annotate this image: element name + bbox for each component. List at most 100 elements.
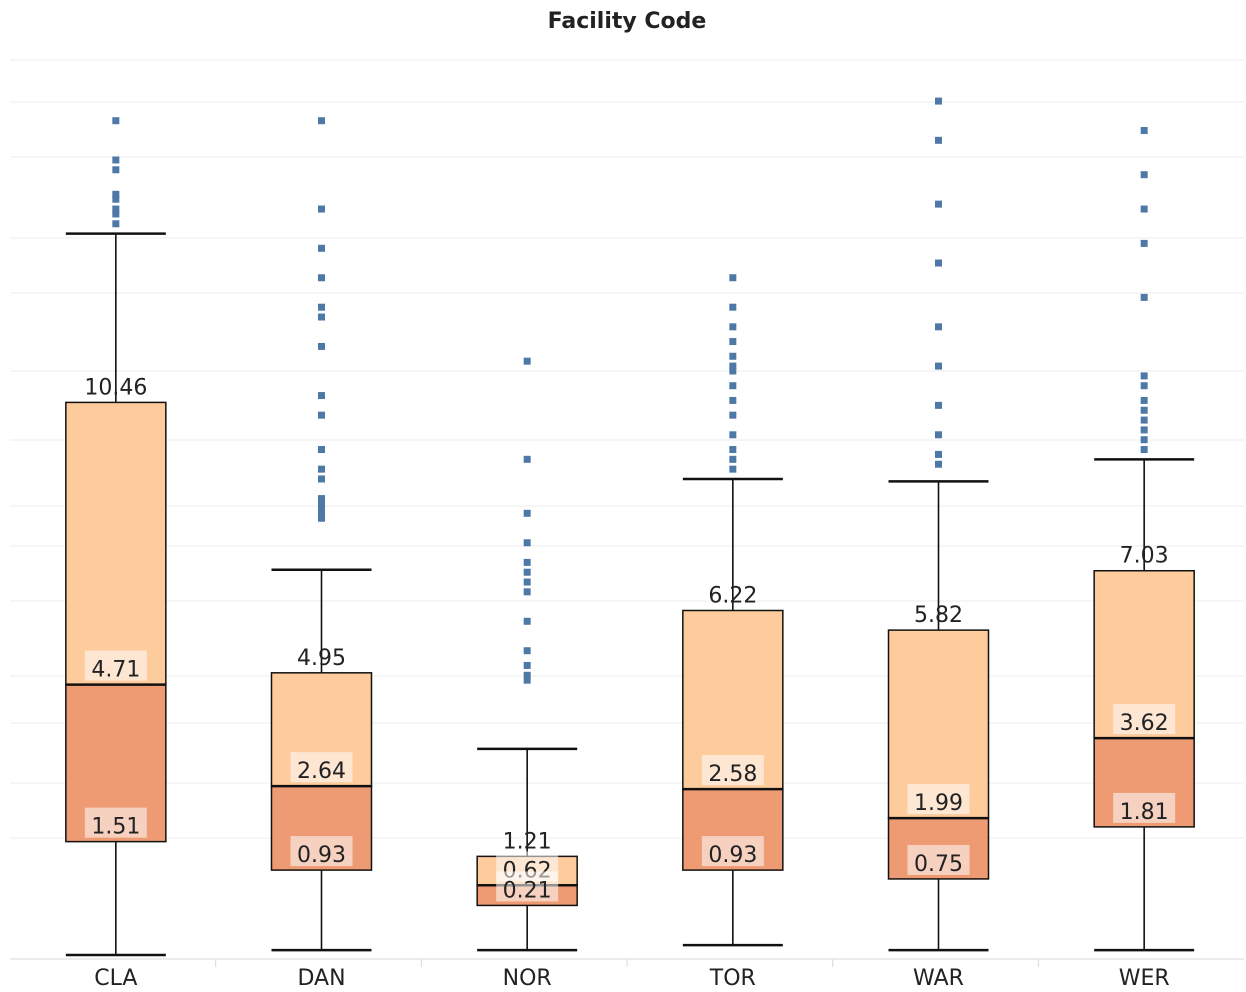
outlier-point (112, 166, 119, 173)
x-tick-label: WER (1119, 966, 1170, 991)
value-label: 5.82 (914, 603, 963, 628)
box-layer (66, 98, 1194, 955)
outlier-point (318, 466, 325, 473)
outlier-point (524, 579, 531, 586)
outlier-point (318, 392, 325, 399)
value-label-text: 5.82 (914, 603, 963, 628)
value-label-layer: 10.464.711.514.952.640.931.210.620.216.2… (84, 375, 1175, 903)
chart-title: Facility Code (548, 9, 707, 34)
outlier-point (1141, 446, 1148, 453)
box-wer (1094, 127, 1194, 950)
outlier-point (935, 461, 942, 468)
outlier-point (1141, 206, 1148, 213)
value-label-text: 0.93 (297, 843, 346, 868)
x-tick-label: WAR (913, 966, 964, 991)
outlier-point (729, 338, 736, 345)
value-label: 4.95 (297, 646, 346, 671)
value-label: 1.81 (1113, 793, 1175, 825)
outlier-point (1141, 397, 1148, 404)
outlier-point (729, 466, 736, 473)
outlier-point (935, 260, 942, 267)
outlier-point (1141, 127, 1148, 134)
outlier-point (1141, 171, 1148, 178)
value-label: 0.21 (496, 871, 558, 903)
box-war (889, 98, 989, 951)
outlier-point (729, 397, 736, 404)
value-label: 2.58 (702, 755, 764, 787)
x-tick-label: DAN (297, 966, 345, 991)
outlier-point (112, 220, 119, 227)
outlier-point (729, 363, 736, 370)
outlier-point (318, 343, 325, 350)
outlier-point (318, 274, 325, 281)
outlier-point (112, 156, 119, 163)
x-tick-label: TOR (709, 966, 756, 991)
value-label-text: 10.46 (84, 375, 147, 400)
outlier-point (729, 446, 736, 453)
box-upper (66, 402, 166, 684)
outlier-point (524, 618, 531, 625)
grid-lines (10, 60, 1244, 967)
value-label: 3.62 (1113, 704, 1175, 736)
outlier-point (318, 206, 325, 213)
value-label-text: 0.21 (503, 878, 552, 903)
value-label: 4.71 (85, 651, 147, 683)
outlier-point (729, 274, 736, 281)
value-label-text: 1.21 (503, 829, 552, 854)
outlier-point (729, 431, 736, 438)
value-label: 1.99 (908, 784, 970, 816)
outlier-point (524, 510, 531, 517)
outlier-point (1141, 417, 1148, 424)
value-label-text: 0.75 (914, 852, 963, 877)
x-tick-label: CLA (94, 966, 137, 991)
outlier-point (524, 358, 531, 365)
value-label-text: 1.81 (1120, 800, 1169, 825)
outlier-point (524, 647, 531, 654)
value-label-text: 7.03 (1120, 544, 1169, 569)
outlier-point (524, 539, 531, 546)
outlier-point (935, 98, 942, 105)
box-dan (272, 117, 372, 950)
outlier-point (318, 446, 325, 453)
value-label-text: 2.64 (297, 759, 346, 784)
outlier-point (729, 323, 736, 330)
value-label: 10.46 (84, 375, 147, 400)
outlier-point (112, 117, 119, 124)
outlier-point (112, 206, 119, 213)
outlier-point (729, 382, 736, 389)
outlier-point (1141, 294, 1148, 301)
value-label: 7.03 (1120, 544, 1169, 569)
value-label-text: 6.22 (708, 583, 757, 608)
outlier-point (729, 412, 736, 419)
value-label: 0.93 (291, 836, 353, 868)
outlier-point (1141, 407, 1148, 414)
x-axis: CLA DAN NOR TOR WAR WER (94, 966, 1169, 991)
outlier-point (318, 314, 325, 321)
outlier-point (935, 201, 942, 208)
outlier-point (1141, 372, 1148, 379)
outlier-point (1141, 436, 1148, 443)
outlier-point (1141, 382, 1148, 389)
outlier-point (935, 451, 942, 458)
value-label-text: 0.93 (708, 843, 757, 868)
value-label: 0.75 (908, 845, 970, 877)
outlier-point (935, 363, 942, 370)
outlier-point (1141, 240, 1148, 247)
value-label-text: 1.51 (91, 815, 140, 840)
outlier-point (318, 245, 325, 252)
outlier-point (524, 456, 531, 463)
value-label-text: 3.62 (1120, 711, 1169, 736)
outlier-point (524, 559, 531, 566)
outlier-point (729, 456, 736, 463)
outlier-point (524, 662, 531, 669)
value-label: 6.22 (708, 583, 757, 608)
value-label: 1.21 (503, 829, 552, 854)
outlier-point (524, 569, 531, 576)
outlier-point (935, 137, 942, 144)
outlier-point (935, 323, 942, 330)
outlier-point (1141, 426, 1148, 433)
outlier-point (935, 431, 942, 438)
value-label: 2.64 (291, 752, 353, 784)
value-label-text: 2.58 (708, 762, 757, 787)
